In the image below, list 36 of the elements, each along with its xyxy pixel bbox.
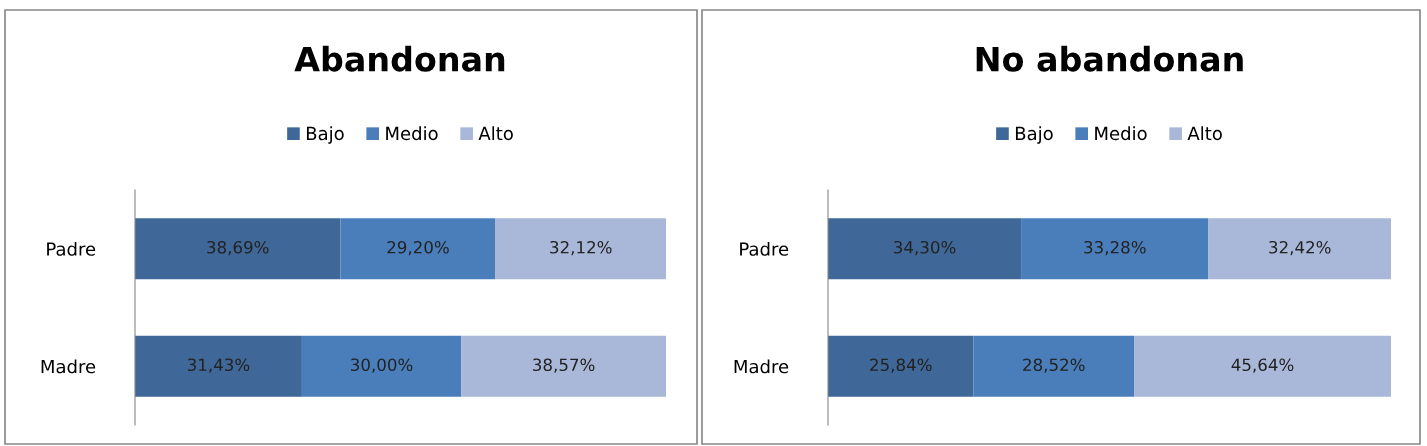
data-label: 38,57%: [533, 358, 595, 373]
data-label: 29,20%: [387, 240, 449, 256]
y-tick-label: Padre: [740, 241, 789, 256]
bar: [301, 335, 462, 397]
bar: [1208, 218, 1391, 280]
bar: [973, 335, 1135, 397]
data-label: 32,12%: [550, 240, 612, 256]
data-label: 38,69%: [207, 240, 269, 256]
data-label: 25,84%: [870, 358, 932, 373]
y-tick-label: Madre: [41, 359, 96, 374]
data-label: 33,28%: [1084, 240, 1146, 256]
bar: [1021, 218, 1209, 280]
legend-label: Medio: [1095, 126, 1147, 141]
y-tick-label: Madre: [734, 359, 789, 374]
data-label: 31,43%: [187, 358, 250, 373]
legend-label: Alto: [478, 126, 513, 141]
bar: [828, 218, 1022, 280]
bar: [135, 218, 341, 280]
bar: [461, 335, 666, 397]
data-label: 30,00%: [351, 358, 413, 373]
legend-label: Bajo: [306, 126, 344, 144]
chart-title: Abandonan: [294, 45, 505, 72]
chart-title: No abandonan: [976, 45, 1243, 72]
bar: [828, 335, 974, 397]
bar: [340, 218, 496, 280]
data-label: 28,52%: [1023, 358, 1085, 373]
legend-label: Alto: [1187, 126, 1222, 141]
bar: [495, 218, 666, 280]
y-tick-label: Padre: [47, 241, 96, 256]
data-label: 32,42%: [1269, 240, 1331, 256]
bar: [135, 335, 302, 397]
bar: [1134, 335, 1391, 397]
legend-label: Medio: [386, 126, 438, 141]
data-label: 45,64%: [1231, 358, 1294, 373]
legend-label: Bajo: [1015, 126, 1053, 144]
data-label: 34,30%: [894, 240, 956, 256]
